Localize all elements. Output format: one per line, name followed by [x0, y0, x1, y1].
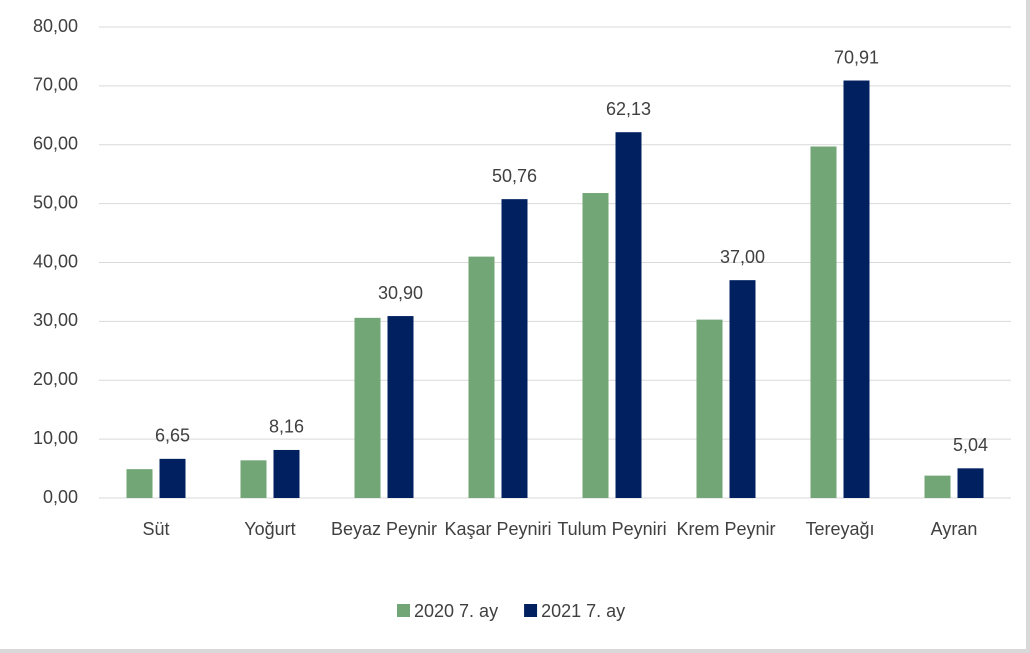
x-tick-label: Ayran — [930, 519, 978, 539]
bar — [582, 193, 609, 498]
data-label: 62,13 — [606, 99, 651, 119]
x-tick-label: Krem Peynir — [676, 519, 776, 539]
bar — [729, 280, 756, 498]
y-tick-label: 0,00 — [43, 487, 78, 507]
y-tick-label: 40,00 — [33, 251, 78, 271]
legend-label: 2021 7. ay — [541, 601, 625, 621]
bar — [615, 132, 642, 498]
bar — [354, 317, 381, 498]
x-tick-label: Süt — [142, 519, 170, 539]
bar — [126, 469, 153, 498]
bar — [696, 319, 723, 498]
data-label: 70,91 — [834, 47, 879, 67]
data-label: 30,90 — [378, 283, 423, 303]
data-label: 8,16 — [269, 417, 304, 437]
data-label: 5,04 — [953, 435, 988, 455]
bar — [501, 199, 528, 498]
data-label: 37,00 — [720, 247, 765, 267]
x-tick-label: Tulum Peyniri — [557, 519, 667, 539]
bar — [468, 256, 495, 498]
bar — [843, 80, 870, 499]
y-tick-label: 80,00 — [33, 16, 78, 36]
y-tick-label: 20,00 — [33, 369, 78, 389]
bar — [810, 146, 837, 499]
data-label: 50,76 — [492, 166, 537, 186]
legend-label: 2020 7. ay — [414, 601, 498, 621]
legend-swatch — [524, 604, 538, 617]
y-tick-label: 70,00 — [33, 75, 78, 95]
y-tick-label: 30,00 — [33, 310, 78, 330]
x-tick-label: Beyaz Peynir — [330, 519, 438, 539]
y-tick-label: 10,00 — [33, 428, 78, 448]
data-label: 6,65 — [155, 426, 190, 446]
bar — [240, 460, 267, 498]
y-tick-label: 60,00 — [33, 134, 78, 154]
x-tick-label: Yoğurt — [244, 519, 296, 539]
bar — [159, 458, 186, 498]
x-tick-label: Tereyağı — [805, 519, 875, 539]
bar — [387, 316, 414, 498]
x-tick-label: Kaşar Peyniri — [444, 519, 552, 539]
bar — [957, 468, 984, 498]
legend-swatch — [397, 604, 410, 617]
bar — [924, 475, 951, 498]
bar — [273, 449, 300, 498]
y-tick-label: 50,00 — [33, 192, 78, 212]
